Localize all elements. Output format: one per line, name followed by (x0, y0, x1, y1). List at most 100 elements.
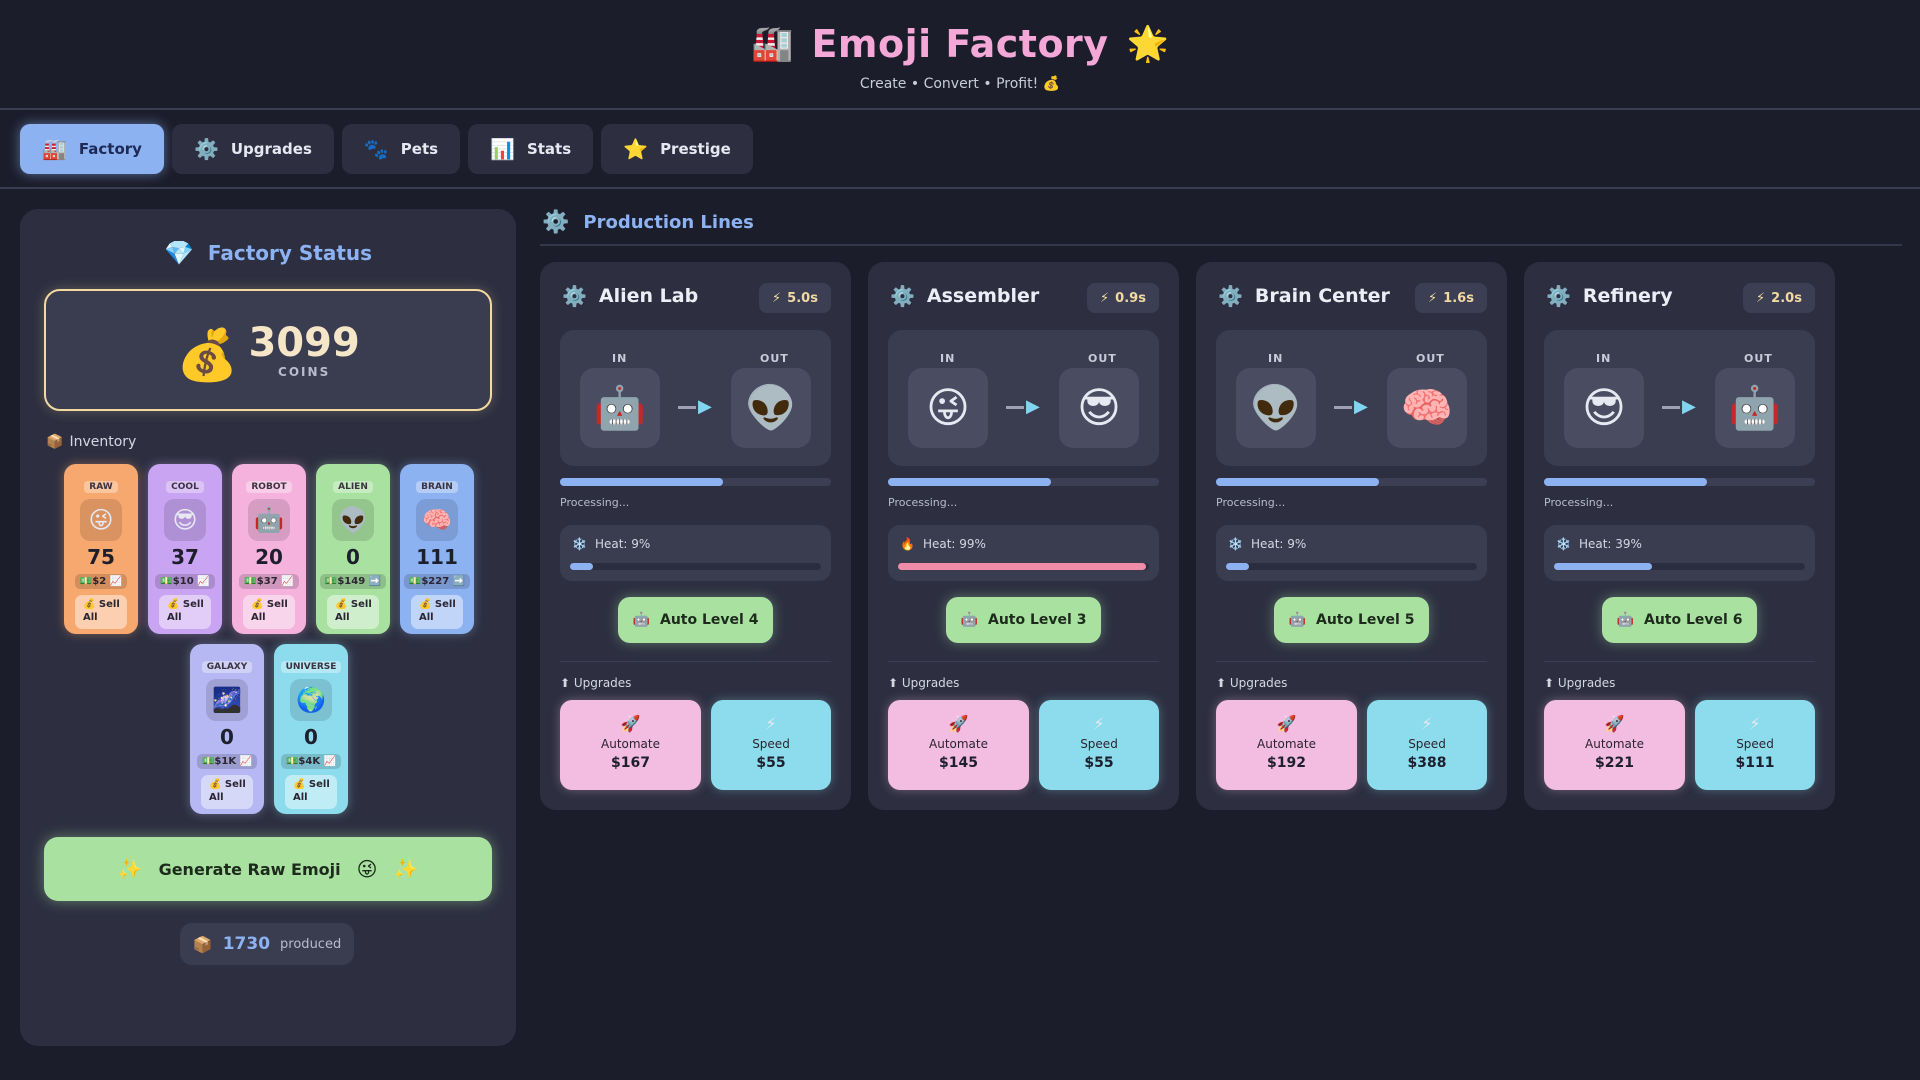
heat-label: Heat: 9% (1250, 537, 1307, 551)
item-price: 💵$4K 📈 (280, 754, 342, 769)
line-separator (560, 661, 831, 662)
sell-all-button[interactable]: 💰 Sell All (411, 595, 463, 629)
output-label: OUT (1088, 352, 1117, 365)
sparkle-icon: ✨ (117, 857, 143, 881)
inventory-grid: RAW 😜 75 💵$2 📈 💰 Sell All COOL 😎 37 💵$10 … (64, 464, 474, 814)
sell-all-button[interactable]: 💰 Sell All (285, 775, 337, 809)
tab-factory[interactable]: 🏭 Factory (20, 124, 164, 174)
app-title: Emoji Factory (811, 22, 1109, 66)
lightning-icon: ⚡ (765, 714, 777, 733)
speed-upgrade-button[interactable]: ⚡ Speed $388 (1367, 700, 1487, 790)
rocket-icon: 🚀 (1604, 714, 1625, 733)
automate-upgrade-button[interactable]: 🚀 Automate $145 (888, 700, 1029, 790)
heat-bar-fill (1226, 563, 1249, 570)
input-emoji-icon: 😜 (908, 368, 988, 448)
tab-prestige[interactable]: ⭐ Prestige (601, 124, 753, 174)
input-label: IN (612, 352, 628, 365)
upgrades-label: ⬆ Upgrades (1544, 676, 1616, 690)
line-io-panel: IN OUT 👽 ▶ 🧠 (1216, 330, 1487, 466)
line-progress-fill (888, 478, 1051, 486)
heat-bar (570, 563, 821, 570)
upgrade-price: $145 (939, 755, 978, 771)
gear-icon: ⚙️ (562, 284, 587, 308)
tab-upgrades[interactable]: ⚙️ Upgrades (171, 124, 334, 174)
line-name: Brain Center (1254, 285, 1390, 307)
upgrade-price: $111 (1735, 755, 1775, 771)
gear-icon: ⚙️ (1546, 284, 1571, 308)
gem-icon: 💎 (163, 239, 194, 267)
speed-upgrade-button[interactable]: ⚡ Speed $55 (711, 700, 831, 790)
inventory-item-galaxy: GALAXY 🌌 0 💵$1K 📈 💰 Sell All (190, 644, 264, 814)
inventory-item-brain: BRAIN 🧠 111 💵$227 ➡️ 💰 Sell All (400, 464, 474, 634)
tab-pets[interactable]: 🐾 Pets (341, 124, 461, 174)
item-count: 0 (346, 545, 360, 569)
lightning-icon: ⚡ (1428, 290, 1438, 306)
heat-bar (898, 563, 1149, 570)
tab-label: Factory (78, 140, 142, 158)
coins-count: 3099 (248, 320, 360, 366)
auto-level-button[interactable]: 🤖 Auto Level 5 (1274, 597, 1429, 643)
line-header: ⚙️ Alien Lab (562, 284, 698, 308)
line-separator (1544, 661, 1815, 662)
brain-emoji-icon: 🧠 (416, 499, 458, 541)
arrow-right-icon: ▶ (1006, 396, 1040, 417)
upgrade-price: $55 (1084, 755, 1114, 771)
item-price: 💵$227 ➡️ (403, 574, 471, 589)
heat-panel: 🔥 Heat: 99% (888, 525, 1159, 581)
gear-icon: ⚙️ (890, 284, 915, 308)
heat-label: Heat: 39% (1578, 537, 1642, 551)
heat-label-group: 🔥 Heat: 99% (900, 537, 986, 551)
rocket-icon: 🚀 (1276, 714, 1297, 733)
generate-raw-emoji-button[interactable]: ✨ Generate Raw Emoji 😜 ✨ (44, 837, 492, 901)
box-icon: 📦 (192, 934, 213, 954)
tab-stats[interactable]: 📊 Stats (468, 124, 594, 174)
automate-upgrade-button[interactable]: 🚀 Automate $167 (560, 700, 701, 790)
line-progress-bar (888, 478, 1159, 486)
processing-status: Processing... (888, 496, 958, 509)
upgrade-price: $192 (1267, 755, 1306, 771)
auto-level-button[interactable]: 🤖 Auto Level 6 (1602, 597, 1757, 643)
production-line-card: ⚙️ Alien Lab ⚡ 5.0s IN OUT 🤖 ▶ 👽 Process… (540, 262, 851, 810)
heat-bar (1226, 563, 1477, 570)
production-divider (540, 244, 1902, 246)
box-icon: 📦 (46, 434, 64, 450)
generate-label: Generate Raw Emoji (158, 859, 341, 879)
line-header: ⚙️ Brain Center (1218, 284, 1390, 308)
arrow-right-icon: ▶ (1334, 396, 1368, 417)
heat-panel: ❄️ Heat: 9% (1216, 525, 1487, 581)
produced-label: produced (280, 936, 342, 952)
item-count: 111 (416, 545, 458, 569)
automate-upgrade-button[interactable]: 🚀 Automate $221 (1544, 700, 1685, 790)
app-subtitle: Create • Convert • Profit! 💰 (859, 76, 1061, 92)
item-tag: ROBOT (246, 481, 292, 493)
upgrade-name: Automate (1585, 737, 1644, 751)
chart-icon: 📊 (490, 137, 515, 161)
title-row: 🏭 Emoji Factory 🌟 (0, 22, 1920, 66)
heat-status-icon: 🔥 (900, 537, 915, 551)
heat-label: Heat: 9% (594, 537, 651, 551)
auto-level-label: Auto Level 3 (988, 612, 1087, 628)
output-emoji-icon: 🧠 (1387, 368, 1467, 448)
sell-all-button[interactable]: 💰 Sell All (201, 775, 253, 809)
sell-all-button[interactable]: 💰 Sell All (327, 595, 379, 629)
auto-level-button[interactable]: 🤖 Auto Level 4 (618, 597, 773, 643)
heat-label-group: ❄️ Heat: 9% (572, 537, 650, 551)
sell-all-button[interactable]: 💰 Sell All (159, 595, 211, 629)
auto-level-button[interactable]: 🤖 Auto Level 3 (946, 597, 1101, 643)
sell-all-button[interactable]: 💰 Sell All (75, 595, 127, 629)
item-count: 37 (171, 545, 199, 569)
item-count: 20 (255, 545, 283, 569)
lightning-icon: ⚡ (1421, 714, 1433, 733)
speed-upgrade-button[interactable]: ⚡ Speed $111 (1695, 700, 1815, 790)
sell-all-button[interactable]: 💰 Sell All (243, 595, 295, 629)
speed-upgrade-button[interactable]: ⚡ Speed $55 (1039, 700, 1159, 790)
app-header: 🏭 Emoji Factory 🌟 Create • Convert • Pro… (0, 0, 1920, 110)
production-line-card: ⚙️ Refinery ⚡ 2.0s IN OUT 😎 ▶ 🤖 Processi… (1524, 262, 1835, 810)
input-label: IN (940, 352, 956, 365)
automate-upgrade-button[interactable]: 🚀 Automate $192 (1216, 700, 1357, 790)
line-progress-fill (1216, 478, 1379, 486)
line-progress-bar (560, 478, 831, 486)
auto-level-label: Auto Level 4 (660, 612, 759, 628)
input-emoji-icon: 👽 (1236, 368, 1316, 448)
tab-label: Pets (400, 140, 439, 158)
